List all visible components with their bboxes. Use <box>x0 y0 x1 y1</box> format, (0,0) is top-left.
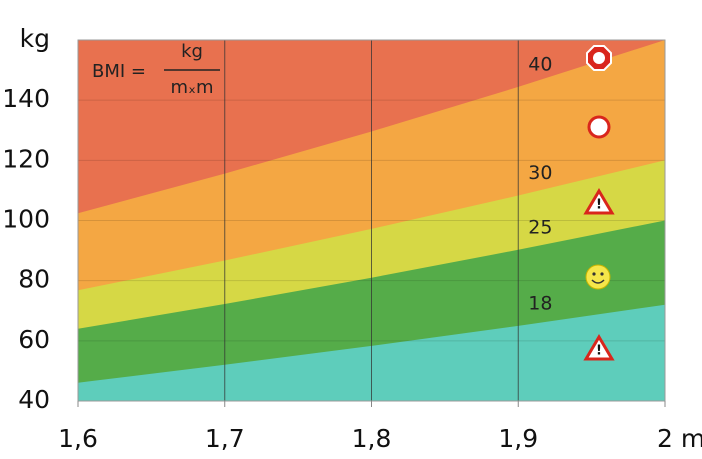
formula-lhs: BMI = <box>92 61 146 82</box>
svg-text:!: ! <box>596 198 602 213</box>
overlay: BMI = kg mₓm ! ! <box>92 41 615 361</box>
stop-icon <box>586 45 612 71</box>
band-label: 18 <box>528 292 552 314</box>
band-label: 30 <box>528 162 552 184</box>
warning-icon: ! <box>583 334 615 361</box>
x-tick-label: 1,7 <box>205 424 245 453</box>
svg-text:!: ! <box>596 344 602 359</box>
smiley-icon <box>585 264 611 290</box>
y-tick-label: kg <box>20 24 50 53</box>
y-tick-label: 80 <box>18 265 50 294</box>
formula-denominator: mₓm <box>170 77 213 98</box>
band-label: 25 <box>528 216 552 238</box>
plot-area <box>77 39 666 402</box>
x-tick-label: 2 m <box>657 424 702 453</box>
x-tick-label: 1,8 <box>352 424 392 453</box>
circle-icon <box>587 115 611 139</box>
warning-icon: ! <box>583 188 615 215</box>
y-tick-label: 60 <box>18 325 50 354</box>
y-tick-label: 140 <box>2 84 50 113</box>
x-tick-label: 1,6 <box>58 424 98 453</box>
y-tick-label: 40 <box>18 385 50 414</box>
band-label: 40 <box>528 53 552 75</box>
x-tick-label: 1,9 <box>498 424 538 453</box>
formula-numerator: kg <box>181 41 203 62</box>
y-tick-label: 120 <box>2 144 50 173</box>
y-tick-label: 100 <box>2 205 50 234</box>
